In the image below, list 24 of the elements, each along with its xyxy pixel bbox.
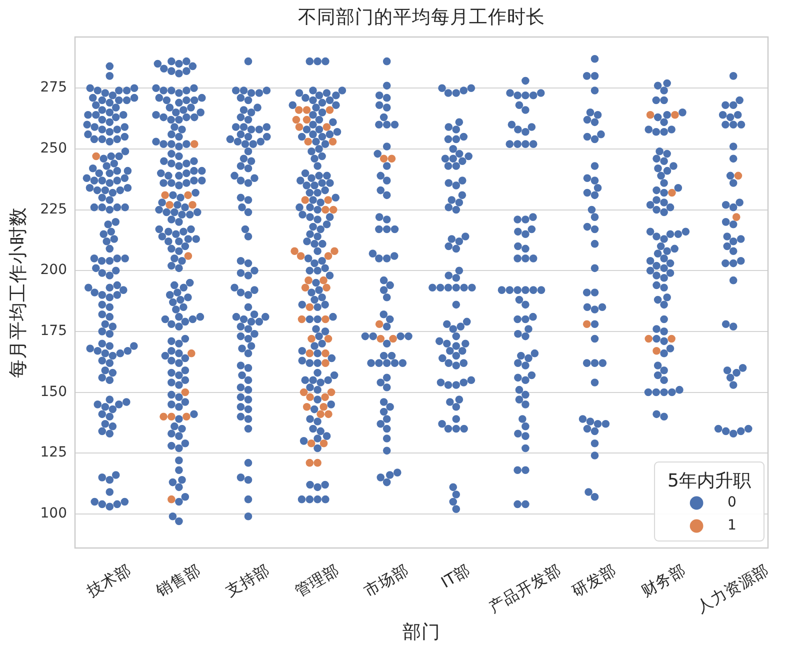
y-tick-label: 150 xyxy=(40,384,67,400)
y-tick-label: 125 xyxy=(40,444,67,461)
y-tick-label: 100 xyxy=(40,506,67,522)
x-tick-label: 支持部 xyxy=(222,561,274,601)
x-tick-label: 人力资源部 xyxy=(694,561,772,617)
x-tick-label: 技术部 xyxy=(83,561,134,602)
x-tick-label: 市场部 xyxy=(361,561,412,601)
x-axis-title: 部门 xyxy=(402,620,440,643)
y-axis-title: 每月平均工作小时数 xyxy=(8,207,29,378)
x-tick-label: IT部 xyxy=(438,561,474,592)
chart-title: 不同部门的平均每月工作时长 xyxy=(298,6,545,28)
y-tick-label: 225 xyxy=(40,201,67,218)
y-tick-label: 175 xyxy=(40,323,67,340)
legend-label: 0 xyxy=(728,494,736,511)
x-tick-label: 管理部 xyxy=(292,561,342,601)
legend-label: 1 xyxy=(728,518,736,534)
x-tick-label: 研发部 xyxy=(568,561,620,601)
x-tick-label: 产品开发部 xyxy=(486,561,564,617)
legend-title: 5年内升职 xyxy=(668,470,751,492)
y-tick-label: 200 xyxy=(40,262,67,278)
y-tick-label: 275 xyxy=(40,80,67,96)
x-tick-label: 财务部 xyxy=(638,561,689,601)
x-tick-label: 销售部 xyxy=(152,561,204,602)
y-tick-label: 250 xyxy=(40,140,67,157)
